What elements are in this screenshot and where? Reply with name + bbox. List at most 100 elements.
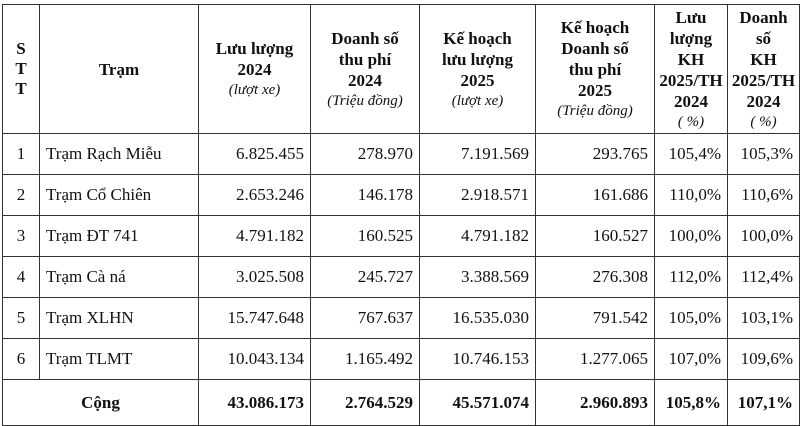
total-plan-traffic-2025: 45.571.074 <box>419 379 536 426</box>
cell-revenue-ratio: 110,6% <box>727 174 800 216</box>
header-traffic-ratio: Lưu lượng KH 2025/TH 2024 ( %) <box>654 4 728 134</box>
cell-revenue-2024: 767.637 <box>310 297 420 339</box>
cell-plan-revenue-2025: 161.686 <box>535 174 655 216</box>
cell-traffic-2024: 6.825.455 <box>198 133 311 175</box>
header-line: 2024 <box>348 70 382 90</box>
cell-revenue-ratio: 105,3% <box>727 133 800 175</box>
table-row: 5 Trạm XLHN 15.747.648 767.637 16.535.03… <box>2 297 800 339</box>
header-line: 2024 <box>674 91 708 111</box>
cell-traffic-ratio: 107,0% <box>654 338 728 380</box>
cell-stt: 4 <box>2 256 40 298</box>
total-traffic-ratio: 105,8% <box>654 379 728 426</box>
header-line: số <box>755 28 772 48</box>
header-line: 2024 <box>746 91 781 111</box>
cell-revenue-2024: 1.165.492 <box>310 338 420 380</box>
header-line: Kế hoạch <box>443 28 512 48</box>
header-unit: (lượt xe) <box>228 82 281 98</box>
header-unit: (Triệu đồng) <box>327 92 403 109</box>
header-line: Lưu <box>675 7 707 27</box>
header-unit: (Triệu đồng) <box>557 103 633 119</box>
table-row: 1 Trạm Rạch Miễu 6.825.455 278.970 7.191… <box>2 133 800 175</box>
header-revenue-ratio: Doanh số KH 2025/TH 2024 ( %) <box>727 4 800 134</box>
header-plan-traffic-2025: Kế hoạch lưu lượng 2025 (lượt xe) <box>419 4 536 134</box>
header-line: Doanh <box>739 7 788 27</box>
cell-plan-revenue-2025: 1.277.065 <box>535 338 655 380</box>
header-stt-line: T <box>15 59 27 78</box>
table-row: 3 Trạm ĐT 741 4.791.182 160.525 4.791.18… <box>2 215 800 257</box>
header-station: Trạm <box>39 4 199 134</box>
table-row: 6 Trạm TLMT 10.043.134 1.165.492 10.746.… <box>2 338 800 380</box>
cell-revenue-2024: 160.525 <box>310 215 420 257</box>
cell-plan-revenue-2025: 791.542 <box>535 297 655 339</box>
total-traffic-2024: 43.086.173 <box>198 379 311 426</box>
cell-plan-traffic-2025: 16.535.030 <box>419 297 536 339</box>
header-unit: ( %) <box>750 113 777 130</box>
cell-revenue-ratio: 103,1% <box>727 297 800 339</box>
header-line: 2024 <box>237 60 272 79</box>
total-row: Cộng 43.086.173 2.764.529 45.571.074 2.9… <box>2 379 800 426</box>
cell-plan-traffic-2025: 10.746.153 <box>419 338 536 380</box>
header-station-label: Trạm <box>98 59 140 79</box>
cell-plan-traffic-2025: 4.791.182 <box>419 215 536 257</box>
cell-traffic-ratio: 112,0% <box>654 256 728 298</box>
cell-traffic-ratio: 100,0% <box>654 215 728 257</box>
cell-plan-traffic-2025: 3.388.569 <box>419 256 536 298</box>
cell-revenue-ratio: 109,6% <box>727 338 800 380</box>
cell-station: Trạm Rạch Miễu <box>39 133 199 175</box>
cell-revenue-2024: 245.727 <box>310 256 420 298</box>
cell-traffic-ratio: 105,0% <box>654 297 728 339</box>
total-plan-revenue-2025: 2.960.893 <box>535 379 655 426</box>
cell-revenue-2024: 146.178 <box>310 174 420 216</box>
header-stt: S T T <box>2 4 40 134</box>
total-label: Cộng <box>2 379 199 426</box>
cell-traffic-2024: 4.791.182 <box>198 215 311 257</box>
total-revenue-ratio: 107,1% <box>727 379 800 426</box>
cell-station: Trạm Cà ná <box>39 256 199 298</box>
header-line: 2025/TH <box>731 70 796 90</box>
header-line: 2025/TH <box>659 70 723 90</box>
header-unit: ( %) <box>677 113 705 130</box>
header-line: KH <box>750 49 777 69</box>
cell-traffic-ratio: 110,0% <box>654 174 728 216</box>
header-row: S T T Trạm Lưu lượng 2024 (lượt xe) Doan… <box>2 4 800 134</box>
header-line: Kế hoạch <box>560 18 630 37</box>
table-row: 4 Trạm Cà ná 3.025.508 245.727 3.388.569… <box>2 256 800 298</box>
header-stt-line: T <box>15 79 27 98</box>
header-line: 2025 <box>578 81 612 100</box>
cell-stt: 5 <box>2 297 40 339</box>
cell-traffic-ratio: 105,4% <box>654 133 728 175</box>
header-line: Doanh số <box>561 39 629 58</box>
cell-stt: 6 <box>2 338 40 380</box>
cell-revenue-2024: 278.970 <box>310 133 420 175</box>
cell-station: Trạm XLHN <box>39 297 199 339</box>
cell-stt: 2 <box>2 174 40 216</box>
cell-station: Trạm Cổ Chiên <box>39 174 199 216</box>
total-revenue-2024: 2.764.529 <box>310 379 420 426</box>
header-line: thu phí <box>568 60 622 79</box>
header-line: KH <box>677 49 705 69</box>
cell-stt: 3 <box>2 215 40 257</box>
header-traffic-2024: Lưu lượng 2024 (lượt xe) <box>198 4 311 134</box>
cell-station: Trạm TLMT <box>39 338 199 380</box>
header-revenue-2024: Doanh số thu phí 2024 (Triệu đồng) <box>310 4 420 134</box>
header-line: Lưu lượng <box>215 39 294 58</box>
cell-plan-traffic-2025: 7.191.569 <box>419 133 536 175</box>
cell-revenue-ratio: 100,0% <box>727 215 800 257</box>
header-line: thu phí <box>338 49 392 69</box>
cell-station: Trạm ĐT 741 <box>39 215 199 257</box>
header-line: Doanh số <box>331 28 399 48</box>
cell-plan-revenue-2025: 160.527 <box>535 215 655 257</box>
cell-traffic-2024: 10.043.134 <box>198 338 311 380</box>
cell-traffic-2024: 15.747.648 <box>198 297 311 339</box>
header-stt-line: S <box>16 39 26 58</box>
cell-traffic-2024: 2.653.246 <box>198 174 311 216</box>
table-row: 2 Trạm Cổ Chiên 2.653.246 146.178 2.918.… <box>2 174 800 216</box>
cell-revenue-ratio: 112,4% <box>727 256 800 298</box>
cell-plan-revenue-2025: 276.308 <box>535 256 655 298</box>
header-unit: (lượt xe) <box>451 92 504 109</box>
cell-traffic-2024: 3.025.508 <box>198 256 311 298</box>
header-line: lưu lượng <box>442 49 513 69</box>
toll-station-table: S T T Trạm Lưu lượng 2024 (lượt xe) Doan… <box>2 4 800 426</box>
cell-plan-traffic-2025: 2.918.571 <box>419 174 536 216</box>
header-line: lượng <box>669 28 713 48</box>
